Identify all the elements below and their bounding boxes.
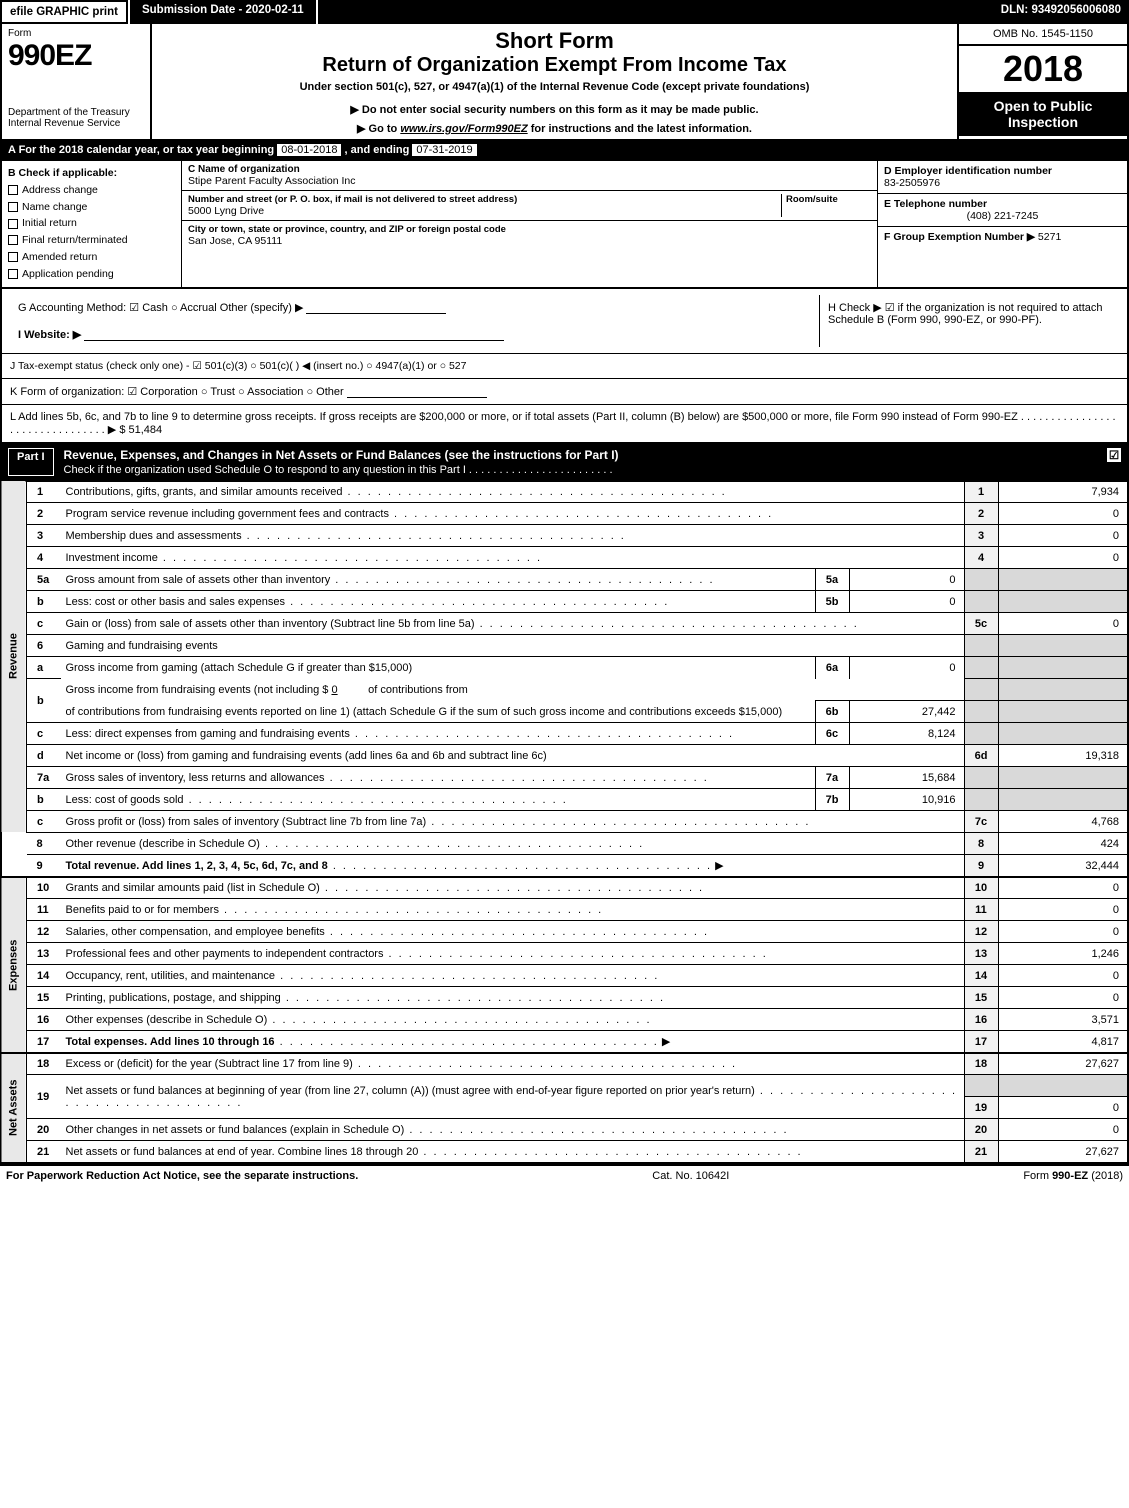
topbar: efile GRAPHIC print Submission Date - 20… [0, 0, 1129, 24]
return-title: Return of Organization Exempt From Incom… [160, 54, 949, 77]
ein-block: D Employer identification number 83-2505… [878, 161, 1127, 194]
phone-block: E Telephone number (408) 221-7245 [878, 194, 1127, 227]
line-i-label: I Website: ▶ [18, 329, 81, 341]
omb-number: OMB No. 1545-1150 [959, 24, 1127, 46]
org-addr-row: Number and street (or P. O. box, if mail… [182, 191, 877, 221]
group-label: F Group Exemption Number ▶ [884, 231, 1035, 243]
cat-no: Cat. No. 10642I [358, 1170, 1023, 1182]
line-h: H Check ▶ ☑ if the organization is not r… [819, 295, 1119, 347]
instructions-link[interactable]: www.irs.gov/Form990EZ [400, 123, 527, 135]
group-exemption-block: F Group Exemption Number ▶ 5271 [878, 227, 1127, 247]
header-left: Form 990EZ Department of the Treasury In… [2, 24, 152, 139]
line-i: I Website: ▶ [18, 328, 811, 341]
tax-year: 2018 [959, 46, 1127, 92]
header-right: OMB No. 1545-1150 2018 Open to Public In… [957, 24, 1127, 139]
line-g: G Accounting Method: ☑ Cash ○ Accrual Ot… [18, 301, 811, 314]
line-desc: Contributions, gifts, grants, and simila… [61, 481, 965, 503]
checkbox-icon [8, 269, 18, 279]
org-addr-label: Number and street (or P. O. box, if mail… [188, 194, 781, 205]
short-form-title: Short Form [160, 28, 949, 54]
other-specify-input[interactable] [306, 302, 446, 314]
part-i-header: Part I Revenue, Expenses, and Changes in… [0, 444, 1129, 480]
checkboxes-b: B Check if applicable: Address change Na… [2, 161, 182, 287]
website-input[interactable] [84, 329, 504, 341]
ein-label: D Employer identification number [884, 165, 1121, 177]
line-6b-contrib-amount: 0 [331, 684, 337, 696]
meta-row: B Check if applicable: Address change Na… [0, 161, 1129, 289]
org-name-row: C Name of organization Stipe Parent Facu… [182, 161, 877, 191]
other-org-input[interactable] [347, 386, 487, 398]
header-mid: Short Form Return of Organization Exempt… [152, 24, 957, 139]
tax-year-range-line: A For the 2018 calendar year, or tax yea… [0, 141, 1129, 161]
dln: DLN: 93492056006080 [993, 0, 1129, 24]
efile-print-button[interactable]: efile GRAPHIC print [0, 0, 128, 24]
org-city-row: City or town, state or province, country… [182, 221, 877, 250]
page-footer: For Paperwork Reduction Act Notice, see … [0, 1164, 1129, 1186]
meta-right: D Employer identification number 83-2505… [877, 161, 1127, 287]
line-l-text: L Add lines 5b, 6c, and 7b to line 9 to … [10, 411, 1116, 436]
group-value: 5271 [1038, 231, 1061, 243]
org-addr: 5000 Lyng Drive [188, 205, 781, 217]
row-a-mid: , and ending [345, 144, 413, 156]
checkbox-icon [8, 202, 18, 212]
paperwork-notice: For Paperwork Reduction Act Notice, see … [6, 1170, 358, 1182]
box-label: 1 [964, 481, 998, 503]
part-i-table: Revenue 1 Contributions, gifts, grants, … [0, 480, 1129, 1164]
tax-year-begin: 08-01-2018 [277, 144, 341, 156]
ein-value: 83-2505976 [884, 177, 1121, 189]
checkbox-icon [8, 185, 18, 195]
b-title: B Check if applicable: [8, 165, 175, 182]
checkbox-icon [8, 219, 18, 229]
org-block: C Name of organization Stipe Parent Facu… [182, 161, 877, 287]
cb-address-change[interactable]: Address change [8, 182, 175, 199]
checkbox-icon [8, 235, 18, 245]
ssn-warning: ▶ Do not enter social security numbers o… [160, 103, 949, 116]
line-l-amount: 51,484 [125, 424, 162, 436]
phone-value: (408) 221-7245 [884, 210, 1121, 222]
dln-label: DLN: [1001, 4, 1032, 16]
line-k: K Form of organization: ☑ Corporation ○ … [0, 379, 1129, 405]
phone-label: E Telephone number [884, 198, 1121, 210]
line-g-h: G Accounting Method: ☑ Cash ○ Accrual Ot… [0, 289, 1129, 354]
cb-app-pending[interactable]: Application pending [8, 266, 175, 283]
part-i-schedule-o-check[interactable]: ☑ [1107, 448, 1121, 462]
org-city-label: City or town, state or province, country… [188, 224, 871, 235]
form-ref: Form 990-EZ (2018) [1023, 1170, 1123, 1182]
vtab-revenue: Revenue [1, 481, 27, 833]
instructions-line: ▶ Go to www.irs.gov/Form990EZ for instru… [160, 122, 949, 135]
dln-value: 93492056006080 [1031, 4, 1121, 16]
irs: Internal Revenue Service [8, 118, 144, 129]
room-label: Room/suite [786, 194, 871, 205]
vtab-expenses: Expenses [1, 877, 27, 1053]
tax-year-end: 07-31-2019 [412, 144, 476, 156]
form-number: 990EZ [8, 39, 144, 73]
instructions-post: for instructions and the latest informat… [531, 123, 752, 135]
open-to-public: Open to Public Inspection [959, 92, 1127, 136]
org-city: San Jose, CA 95111 [188, 235, 871, 247]
submission-date-value: 2020-02-11 [246, 4, 304, 16]
row-a-pre: A For the 2018 calendar year, or tax yea… [8, 144, 277, 156]
form-word: Form [8, 28, 144, 39]
under-section: Under section 501(c), 527, or 4947(a)(1)… [160, 81, 949, 93]
submission-date-label: Submission Date - [142, 4, 246, 16]
line-j: J Tax-exempt status (check only one) - ☑… [0, 354, 1129, 379]
checkbox-icon [8, 252, 18, 262]
instructions-pre: ▶ Go to [357, 123, 400, 135]
org-name: Stipe Parent Faculty Association Inc [188, 175, 871, 187]
line-num: 1 [27, 481, 61, 503]
box-value: 7,934 [998, 481, 1128, 503]
org-name-label: C Name of organization [188, 164, 871, 175]
department: Department of the Treasury [8, 107, 144, 118]
part-i-title: Revenue, Expenses, and Changes in Net As… [64, 448, 1101, 476]
line-l: L Add lines 5b, 6c, and 7b to line 9 to … [0, 405, 1129, 444]
cb-final-return[interactable]: Final return/terminated [8, 232, 175, 249]
form-header: Form 990EZ Department of the Treasury In… [0, 24, 1129, 141]
cb-name-change[interactable]: Name change [8, 199, 175, 216]
vtab-netassets: Net Assets [1, 1053, 27, 1163]
cb-initial-return[interactable]: Initial return [8, 215, 175, 232]
submission-date: Submission Date - 2020-02-11 [128, 0, 318, 24]
cb-amended[interactable]: Amended return [8, 249, 175, 266]
part-i-tag: Part I [8, 448, 54, 476]
part-i-sub: Check if the organization used Schedule … [64, 464, 613, 476]
